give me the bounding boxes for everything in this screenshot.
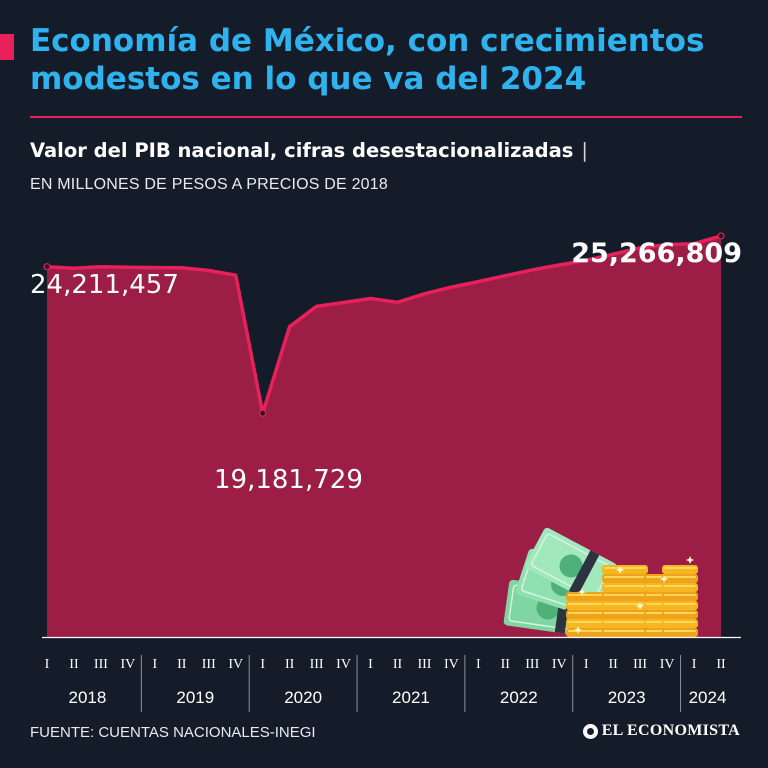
quarter-tick-label: I	[153, 657, 158, 672]
data-point	[207, 269, 210, 272]
quarter-tick-label: II	[501, 657, 511, 672]
chart-subtitle: Valor del PIB nacional, cifras desestaci…	[30, 139, 588, 162]
data-point	[288, 325, 291, 328]
data-point	[127, 266, 129, 269]
data-point	[477, 280, 480, 283]
data-point	[639, 246, 641, 249]
year-tick-label: 2019	[176, 688, 214, 707]
value-label: 19,181,729	[214, 465, 363, 495]
data-point	[531, 269, 534, 271]
subtitle-separator: |	[581, 139, 588, 162]
quarter-tick-label: I	[476, 657, 481, 672]
quarter-tick-label: II	[608, 657, 618, 672]
gdp-series-line	[46, 234, 722, 415]
quarter-tick-label: I	[368, 657, 373, 672]
quarter-tick-label: IV	[120, 657, 135, 672]
data-point	[73, 267, 75, 269]
quarter-tick-label: IV	[552, 657, 567, 672]
annotation-layer: 24,211,457 19,181,729 25,266,809	[30, 232, 742, 495]
subtitle-text: Valor del PIB nacional, cifras desestaci…	[30, 139, 574, 162]
highlight-point	[717, 232, 725, 240]
data-point	[100, 265, 102, 268]
el-economista-logo-icon	[582, 723, 598, 739]
year-tick-label: 2021	[392, 688, 430, 707]
data-point	[558, 264, 561, 266]
quarter-tick-label: II	[69, 657, 79, 672]
year-tick-label: 2022	[500, 688, 538, 707]
title-divider	[30, 116, 742, 118]
quarter-tick-label: III	[202, 657, 216, 672]
data-point	[585, 259, 587, 262]
data-point	[369, 297, 372, 300]
year-tick-label: 2018	[69, 688, 107, 707]
data-point	[693, 242, 695, 245]
quarter-tick-label: I	[260, 657, 265, 672]
data-point	[234, 274, 237, 276]
data-point	[315, 305, 318, 308]
quarter-tick-label: II	[285, 657, 295, 672]
quarter-tick-label: IV	[660, 657, 675, 672]
year-tick-label: 2024	[689, 688, 727, 707]
publisher-logo: EL ECONOMISTA	[582, 722, 740, 740]
data-point	[423, 293, 426, 295]
value-label: 24,211,457	[30, 270, 179, 300]
data-point	[342, 301, 345, 304]
highlight-point	[43, 263, 51, 271]
money-bills-and-coins-icon	[503, 527, 698, 637]
quarter-tick-label: II	[393, 657, 403, 672]
quarter-tick-label: III	[310, 657, 324, 672]
logo-text: EL ECONOMISTA	[601, 722, 740, 739]
data-point	[181, 266, 183, 269]
quarter-tick-label: IV	[444, 657, 459, 672]
quarter-tick-label: II	[716, 657, 726, 672]
data-point	[450, 286, 453, 288]
data-point	[612, 253, 614, 255]
quarter-tick-label: III	[525, 657, 539, 672]
year-tick-label: 2023	[608, 688, 646, 707]
quarter-tick-label: I	[584, 657, 589, 672]
quarter-tick-label: IV	[336, 657, 351, 672]
data-point	[154, 266, 156, 269]
quarter-tick-label: I	[45, 657, 50, 672]
accent-bar	[0, 34, 14, 60]
quarter-tick-label: II	[177, 657, 187, 672]
data-point	[666, 243, 668, 246]
quarter-tick-label: IV	[228, 657, 243, 672]
quarter-tick-label: I	[692, 657, 697, 672]
value-label: 25,266,809	[571, 238, 742, 269]
quarter-tick-label: III	[633, 657, 647, 672]
data-point	[504, 274, 507, 277]
quarter-tick-label: III	[94, 657, 108, 672]
units-label: EN MILLONES DE PESOS A PRECIOS DE 2018	[30, 176, 388, 193]
page-title: Economía de México, con crecimientos mod…	[30, 23, 705, 97]
highlight-point	[259, 409, 267, 417]
quarter-tick-label: III	[417, 657, 431, 672]
source-note: FUENTE: CUENTAS NACIONALES-INEGI	[30, 724, 316, 741]
data-point	[396, 301, 399, 304]
year-tick-label: 2020	[284, 688, 322, 707]
